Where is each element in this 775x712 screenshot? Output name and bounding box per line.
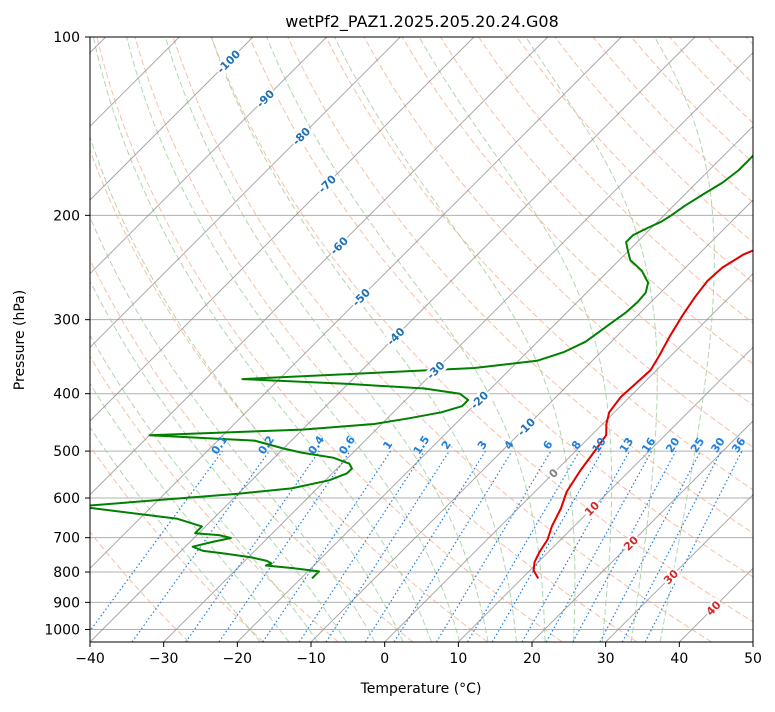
x-tick-label: −40: [75, 651, 105, 667]
x-tick-label: 0: [380, 651, 389, 667]
y-tick-label: 600: [53, 491, 80, 507]
x-tick-label: −10: [296, 651, 326, 667]
x-axis-label: Temperature (°C): [360, 681, 482, 697]
x-tick-label: 40: [670, 651, 688, 667]
x-tick-label: 10: [449, 651, 467, 667]
x-tick-label: 50: [744, 651, 762, 667]
y-tick-label: 1000: [44, 622, 80, 638]
y-axis-label: Pressure (hPa): [12, 290, 28, 390]
x-tick-label: 20: [523, 651, 541, 667]
y-tick-label: 100: [53, 30, 80, 46]
y-tick-label: 400: [53, 387, 80, 403]
y-tick-label: 500: [53, 444, 80, 460]
y-tick-label: 200: [53, 208, 80, 224]
y-tick-label: 900: [53, 595, 80, 611]
y-tick-label: 300: [53, 313, 80, 329]
x-tick-label: −20: [223, 651, 253, 667]
x-tick-label: 30: [597, 651, 615, 667]
x-tick-label: −30: [149, 651, 179, 667]
chart-title: wetPf2_PAZ1.2025.205.20.24.G08: [285, 12, 559, 32]
y-tick-label: 700: [53, 531, 80, 547]
y-tick-label: 800: [53, 565, 80, 581]
